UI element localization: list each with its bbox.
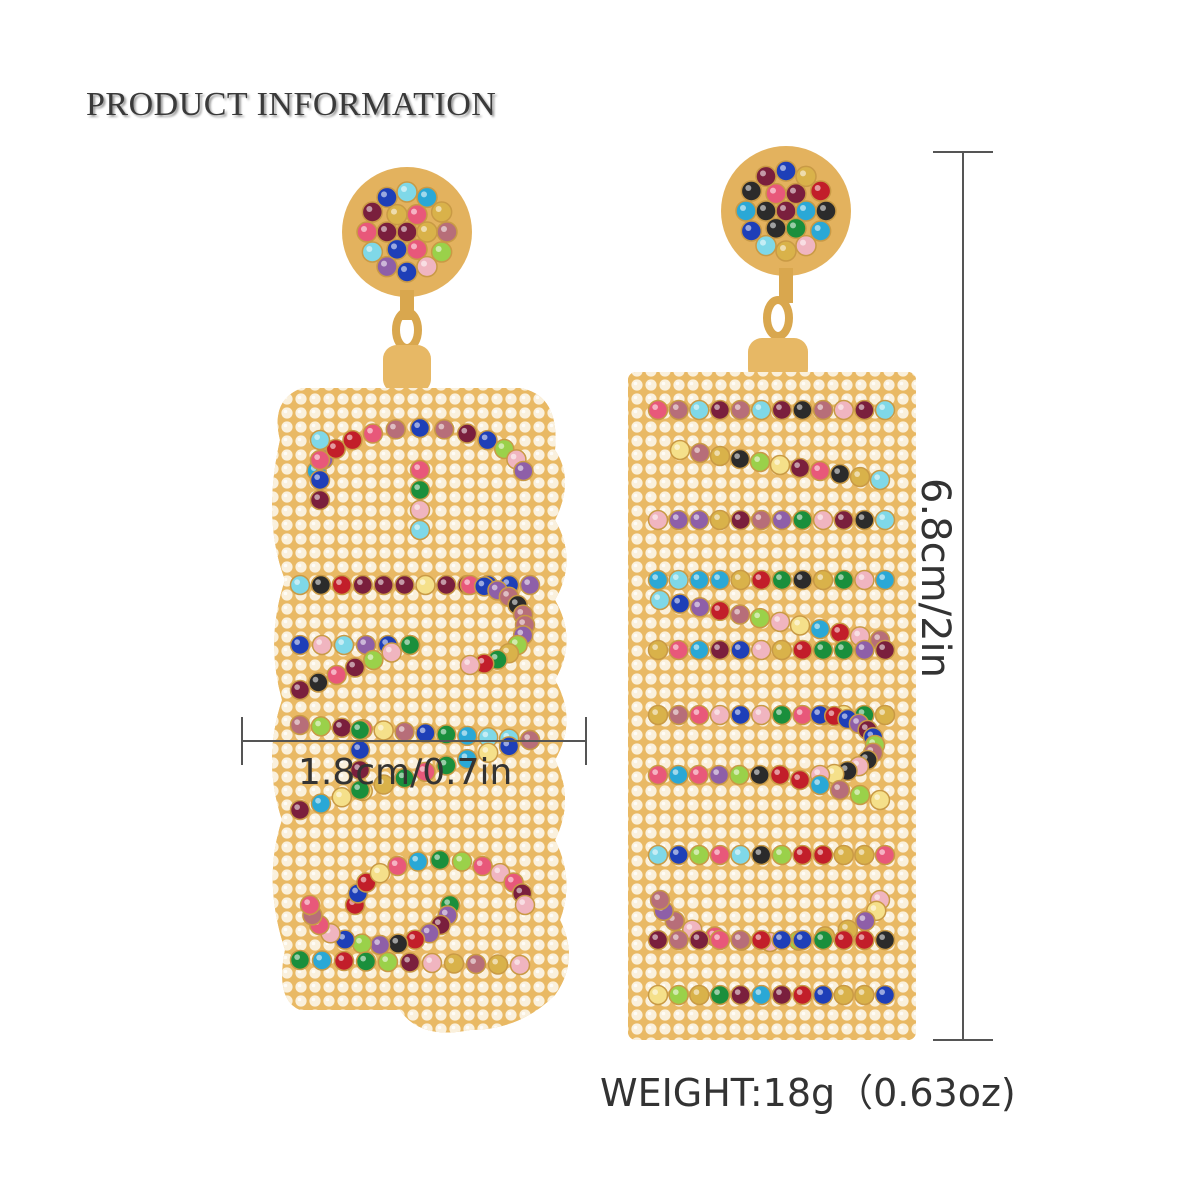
width-dimension-label: 1.8cm/0.7in [298,752,513,793]
weight-label: WEIGHT:18g（0.63oz) [600,1071,1016,1115]
earring-left-image [272,167,569,1033]
dimension-line-icon [241,151,993,1041]
page-title: PRODUCT INFORMATION [86,86,497,123]
height-dimension-label: 6.8cm/2in [912,478,958,678]
earring-right-image [628,146,916,1040]
